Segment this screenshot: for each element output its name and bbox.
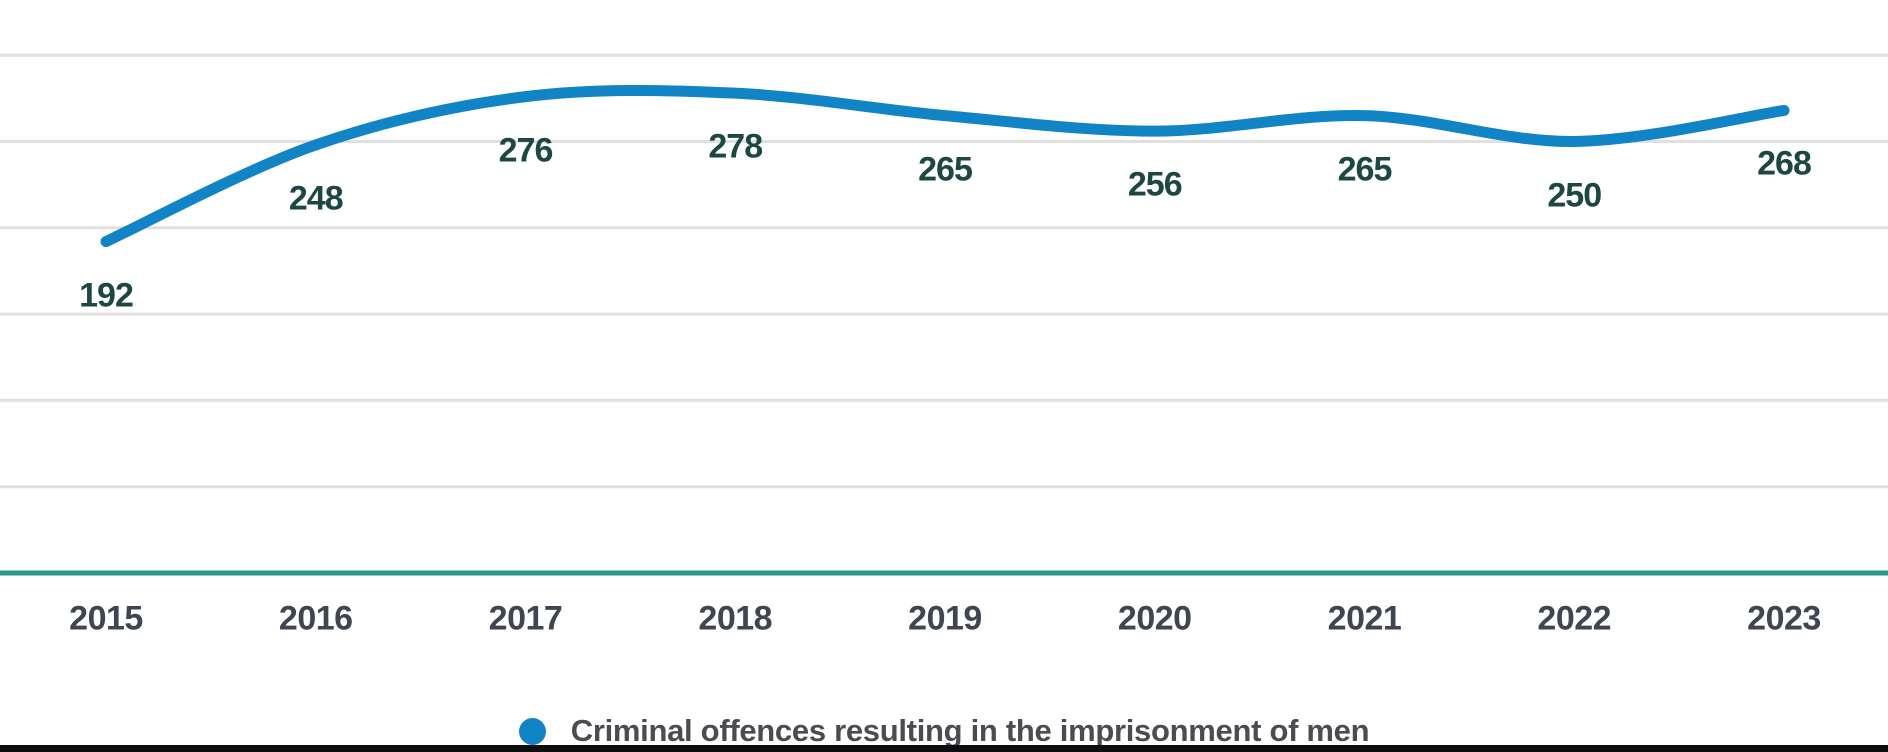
x-axis-tick-label: 2017 xyxy=(488,599,563,638)
legend-label: Criminal offences resulting in the impri… xyxy=(570,713,1370,748)
x-axis-tick-label: 2018 xyxy=(698,599,773,638)
trend-line xyxy=(100,84,1790,248)
legend: Criminal offences resulting in the impri… xyxy=(0,708,1888,752)
x-axis-tick-label: 2023 xyxy=(1747,599,1821,638)
x-axis-tick-label: 2022 xyxy=(1537,599,1612,638)
x-axis-tick-label: 2016 xyxy=(278,599,353,638)
value-label: 278 xyxy=(708,127,763,166)
value-label: 265 xyxy=(918,150,973,189)
x-axis-tick-label: 2021 xyxy=(1327,599,1402,638)
value-label: 276 xyxy=(498,131,554,170)
value-label: 256 xyxy=(1127,165,1183,204)
value-label: 265 xyxy=(1337,150,1393,189)
value-label: 250 xyxy=(1547,176,1602,214)
x-axis-tick-label: 2020 xyxy=(1117,599,1192,638)
value-label: 248 xyxy=(288,179,344,218)
value-label: 268 xyxy=(1757,144,1812,183)
x-axis-tick-label: 2015 xyxy=(69,599,143,638)
bottom-divider-bar xyxy=(0,745,1888,752)
x-axis-tick-label: 2019 xyxy=(908,599,982,638)
value-label: 192 xyxy=(79,276,134,315)
legend-bullet-icon xyxy=(518,717,546,745)
